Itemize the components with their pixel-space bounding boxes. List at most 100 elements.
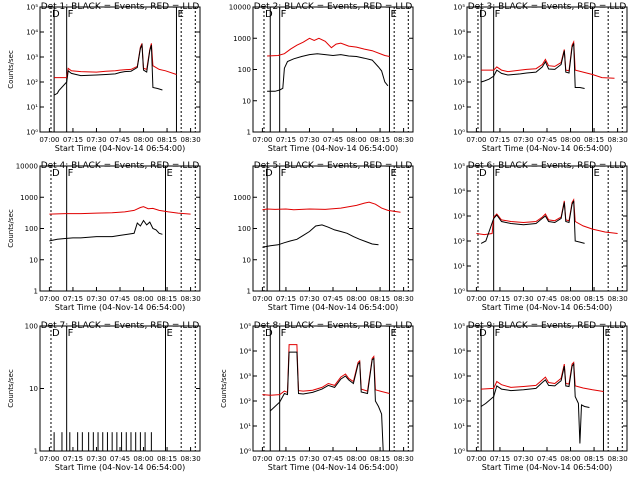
lld-series-line <box>481 39 615 79</box>
x-tick-label: 07:45 <box>110 295 130 303</box>
events-series-line <box>262 224 379 248</box>
y-tick-label: 10⁰ <box>26 129 38 137</box>
x-tick-label: 07:45 <box>323 295 343 303</box>
y-tick-label: 10 <box>29 256 38 264</box>
x-tick-label: 07:30 <box>299 136 319 144</box>
y-tick-label: 10⁴ <box>453 29 465 37</box>
marker-letter: F <box>495 168 501 179</box>
y-tick-label: 10² <box>453 79 465 87</box>
y-tick-label: 10³ <box>239 373 251 381</box>
x-tick-label: 08:30 <box>393 295 413 303</box>
lld-series-line <box>262 201 401 213</box>
y-tick-label: 10⁴ <box>453 348 465 356</box>
y-tick-label: 10⁴ <box>453 188 465 196</box>
x-tick-label: 08:00 <box>346 136 366 144</box>
y-tick-label: 1000 <box>20 194 38 202</box>
x-tick-label: 07:00 <box>252 455 272 463</box>
marker-letter: D <box>479 168 487 179</box>
marker-letter: F <box>495 9 501 20</box>
marker-letter: F <box>281 9 287 20</box>
plot-frame <box>466 165 628 292</box>
marker-letter: F <box>68 328 74 339</box>
x-tick-label: 07:30 <box>86 455 106 463</box>
x-tick-label: 08:15 <box>157 136 177 144</box>
y-tick-label: 10² <box>453 238 465 246</box>
x-tick-label: 08:15 <box>584 136 604 144</box>
x-axis-label: Start Time (04-Nov-14 06:54:00) <box>55 463 185 472</box>
x-axis-label: Start Time (04-Nov-14 06:54:00) <box>482 463 612 472</box>
y-tick-label: 1000 <box>233 35 251 43</box>
lld-series-line <box>476 198 618 236</box>
x-tick-label: 07:00 <box>39 455 59 463</box>
x-tick-label: 07:45 <box>110 136 130 144</box>
x-axis-label: Start Time (04-Nov-14 06:54:00) <box>268 144 398 153</box>
x-tick-label: 07:45 <box>110 455 130 463</box>
y-tick-label: 10¹ <box>453 104 465 112</box>
panel-8: Det 8: BLACK = Events, RED = LLD10⁵10⁴10… <box>220 321 414 472</box>
y-tick-label: 1 <box>34 288 38 296</box>
panel-9: Det 9: BLACK = Events, RED = LLD10⁵10⁴10… <box>453 321 627 472</box>
y-tick-label: 10⁰ <box>453 288 465 296</box>
events-series-line <box>480 362 590 444</box>
y-tick-label: 1000 <box>233 194 251 202</box>
y-tick-label: 100 <box>25 323 38 331</box>
marker-letter: D <box>479 328 487 339</box>
lld-series-line <box>49 206 191 215</box>
y-tick-label: 1 <box>34 448 38 456</box>
y-axis-label: Counts/sec <box>7 50 15 89</box>
x-tick-label: 07:00 <box>466 295 486 303</box>
marker-letter: D <box>52 328 60 339</box>
x-tick-label: 07:15 <box>490 136 510 144</box>
y-tick-label: 10³ <box>453 373 465 381</box>
x-tick-label: 08:30 <box>607 295 627 303</box>
y-tick-label: 10¹ <box>453 423 465 431</box>
x-tick-label: 08:15 <box>157 295 177 303</box>
x-tick-label: 07:45 <box>537 295 557 303</box>
y-tick-label: 1 <box>247 129 251 137</box>
x-tick-label: 07:15 <box>490 295 510 303</box>
x-tick-label: 07:15 <box>63 295 83 303</box>
events-series-line <box>267 53 389 92</box>
x-tick-label: 07:45 <box>323 136 343 144</box>
marker-letter: D <box>265 168 273 179</box>
marker-letter: D <box>265 328 273 339</box>
x-axis-label: Start Time (04-Nov-14 06:54:00) <box>268 463 398 472</box>
y-axis-label: Counts/sec <box>220 369 228 408</box>
x-tick-label: 07:15 <box>276 136 296 144</box>
marker-letter: D <box>52 9 60 20</box>
y-tick-label: 10¹ <box>239 423 251 431</box>
x-tick-label: 07:15 <box>276 295 296 303</box>
x-tick-label: 07:00 <box>252 136 272 144</box>
panel-7: Det 7: BLACK = Events, RED = LLD10010107… <box>7 321 201 472</box>
x-tick-label: 07:30 <box>513 136 533 144</box>
x-tick-label: 08:00 <box>133 136 153 144</box>
marker-letter: E <box>166 168 172 179</box>
x-tick-label: 07:15 <box>276 455 296 463</box>
y-tick-label: 100 <box>25 225 38 233</box>
plot-frame <box>466 6 628 133</box>
marker-letter: F <box>495 328 501 339</box>
marker-letter: E <box>593 9 599 20</box>
marker-letter: F <box>281 168 287 179</box>
y-tick-label: 10³ <box>453 213 465 221</box>
y-tick-label: 10¹ <box>453 263 465 271</box>
marker-letter: D <box>52 168 60 179</box>
x-axis-label: Start Time (04-Nov-14 06:54:00) <box>55 303 185 312</box>
marker-letter: D <box>479 9 487 20</box>
x-tick-label: 08:00 <box>560 295 580 303</box>
x-tick-label: 07:45 <box>323 455 343 463</box>
x-tick-label: 08:00 <box>346 295 366 303</box>
y-tick-label: 10¹ <box>26 104 38 112</box>
y-tick-label: 10³ <box>453 54 465 62</box>
y-tick-label: 10⁴ <box>26 29 38 37</box>
y-tick-label: 10 <box>242 97 251 105</box>
marker-letter: F <box>68 9 74 20</box>
x-tick-label: 07:30 <box>299 455 319 463</box>
plot-frame <box>39 325 201 452</box>
x-tick-label: 07:30 <box>299 295 319 303</box>
marker-letter: E <box>177 9 183 20</box>
y-tick-label: 10⁵ <box>453 163 465 171</box>
x-tick-label: 08:15 <box>370 136 390 144</box>
marker-letter: E <box>604 328 610 339</box>
y-tick-label: 100 <box>238 225 251 233</box>
